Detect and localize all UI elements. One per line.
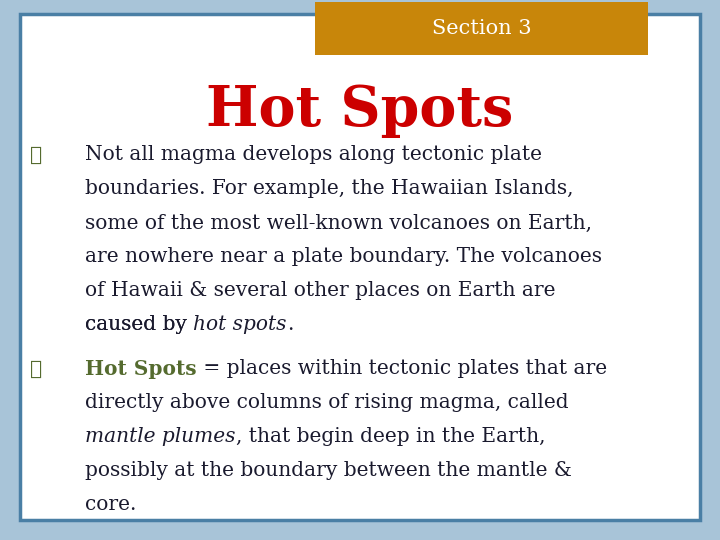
Text: hot spots: hot spots [193, 315, 287, 334]
Text: Hot Spots: Hot Spots [207, 83, 513, 138]
Text: mantle plumes: mantle plumes [85, 428, 235, 447]
Text: = places within tectonic plates that are: = places within tectonic plates that are [197, 360, 607, 379]
Text: caused by: caused by [85, 315, 193, 334]
Text: boundaries. For example, the Hawaiian Islands,: boundaries. For example, the Hawaiian Is… [85, 179, 574, 199]
Text: are nowhere near a plate boundary. The volcanoes: are nowhere near a plate boundary. The v… [85, 247, 602, 267]
Text: directly above columns of rising magma, called: directly above columns of rising magma, … [85, 394, 569, 413]
Text: .: . [287, 315, 293, 334]
Text: ❖: ❖ [30, 360, 42, 379]
Text: possibly at the boundary between the mantle &: possibly at the boundary between the man… [85, 462, 572, 481]
Text: , that begin deep in the Earth,: , that begin deep in the Earth, [235, 428, 545, 447]
Text: of Hawaii & several other places on Earth are: of Hawaii & several other places on Eart… [85, 281, 556, 300]
Text: Not all magma develops along tectonic plate: Not all magma develops along tectonic pl… [85, 145, 542, 165]
Text: some of the most well-known volcanoes on Earth,: some of the most well-known volcanoes on… [85, 213, 592, 233]
Text: Hot Spots: Hot Spots [85, 359, 197, 379]
Text: caused by: caused by [85, 315, 193, 334]
Text: ❖: ❖ [30, 145, 42, 165]
FancyBboxPatch shape [315, 2, 648, 55]
FancyBboxPatch shape [20, 14, 700, 520]
Text: core.: core. [85, 496, 136, 515]
Text: Section 3: Section 3 [432, 19, 531, 38]
